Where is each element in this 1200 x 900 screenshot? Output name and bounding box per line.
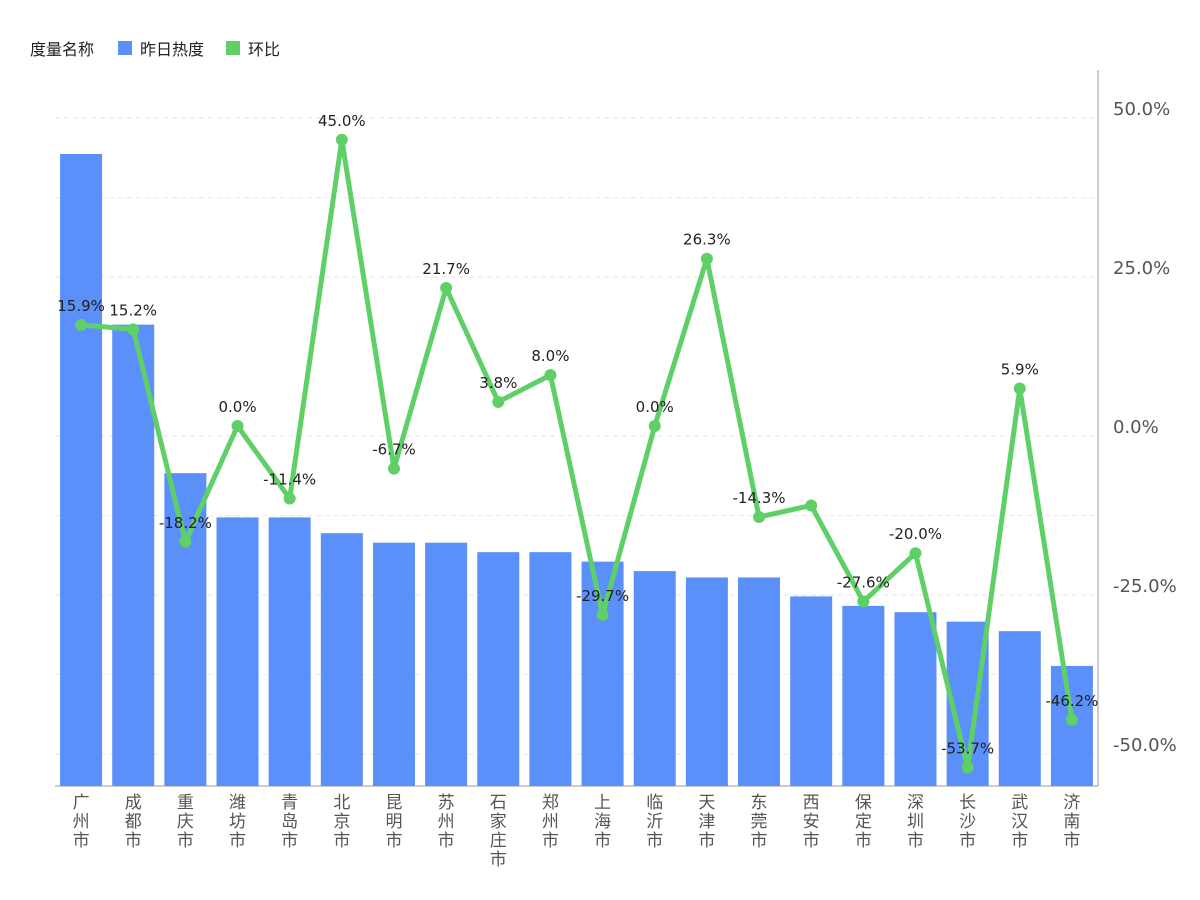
line-point (75, 318, 88, 331)
bar (998, 631, 1041, 786)
line-point (492, 395, 505, 408)
data-label: -11.4% (263, 471, 316, 489)
right-tick-label: 25.0% (1113, 258, 1170, 279)
right-tick-label: -50.0% (1113, 735, 1177, 756)
bar (112, 324, 155, 786)
legend-item-bar[interactable]: 昨日热度 (118, 36, 204, 60)
line-point (283, 492, 296, 505)
line-point (1065, 713, 1078, 726)
x-tick-label: 保定市 (855, 793, 872, 851)
line-point (127, 323, 140, 336)
bar (790, 596, 833, 786)
bar (894, 612, 937, 786)
line-point (909, 547, 922, 560)
legend-label-bar: 昨日热度 (140, 40, 205, 59)
x-tick-label: 昆明市 (385, 793, 402, 851)
bar (372, 542, 415, 786)
line-point (179, 535, 192, 548)
x-tick-label: 长沙市 (959, 793, 976, 851)
x-tick-label: 深圳市 (907, 793, 924, 851)
bar (529, 552, 572, 786)
legend: 度量名称 昨日热度 环比 (30, 36, 302, 60)
data-label: 5.9% (1001, 360, 1039, 378)
bar (738, 577, 781, 786)
line-point (596, 608, 609, 621)
data-label: 26.3% (683, 231, 731, 249)
x-tick-label: 石家庄市 (490, 793, 507, 870)
line-point (440, 281, 453, 294)
line-point (805, 499, 818, 512)
right-tick-label: -25.0% (1113, 576, 1177, 597)
x-tick-label: 济南市 (1063, 793, 1080, 851)
line-point (335, 133, 348, 146)
bar (633, 571, 676, 786)
x-tick-label: 潍坊市 (229, 793, 246, 851)
right-tick-label: 0.0% (1113, 417, 1159, 438)
bar (842, 605, 885, 786)
x-tick-label: 郑州市 (542, 793, 559, 851)
legend-title: 度量名称 (30, 40, 95, 59)
x-tick-label: 武汉市 (1011, 793, 1028, 851)
bar (216, 517, 259, 786)
x-tick-label: 苏州市 (438, 793, 455, 851)
data-label: 45.0% (318, 112, 366, 130)
line-point (961, 761, 974, 774)
line-point (1013, 382, 1026, 395)
x-tick-label: 重庆市 (177, 793, 194, 851)
bar (164, 473, 207, 786)
legend-item-line[interactable]: 环比 (226, 36, 280, 60)
line-point (387, 462, 400, 475)
data-label: -29.7% (576, 587, 629, 605)
data-label: -46.2% (1045, 692, 1098, 710)
data-label: -27.6% (837, 574, 890, 592)
x-tick-label: 上海市 (594, 793, 611, 851)
data-label: 15.2% (109, 301, 157, 319)
x-tick-label: 天津市 (698, 793, 715, 851)
x-tick-label: 东莞市 (751, 793, 768, 851)
data-label: 21.7% (422, 260, 470, 278)
line-point (231, 420, 244, 432)
bar (268, 517, 311, 786)
x-tick-label: 青岛市 (281, 793, 298, 851)
x-tick-label: 西安市 (803, 793, 820, 851)
legend-swatch-bar (118, 41, 133, 55)
legend-swatch-line (226, 41, 241, 55)
line-point (648, 420, 661, 432)
data-label: 0.0% (218, 398, 256, 416)
x-tick-label: 成都市 (125, 793, 142, 851)
bar (685, 577, 728, 786)
bar (477, 552, 520, 786)
line-point (544, 369, 557, 382)
data-label: -18.2% (159, 514, 212, 532)
data-label: -20.0% (889, 525, 942, 543)
x-tick-label: 临沂市 (646, 793, 663, 851)
data-label: 15.9% (57, 297, 105, 315)
data-label: 0.0% (636, 398, 674, 416)
legend-label-line: 环比 (248, 40, 281, 59)
line-point (700, 252, 713, 265)
bar (60, 154, 103, 786)
data-label: -14.3% (732, 489, 785, 507)
x-tick-label: 广州市 (73, 793, 90, 851)
line-point (753, 510, 766, 523)
line-point (857, 595, 870, 608)
bar (581, 561, 624, 786)
right-tick-label: 50.0% (1113, 99, 1170, 120)
data-label: -53.7% (941, 740, 994, 758)
bar (1050, 665, 1093, 786)
bars (60, 154, 1093, 786)
bar (320, 533, 363, 786)
data-label: 8.0% (531, 347, 569, 365)
x-tick-label: 北京市 (333, 793, 350, 851)
data-label: 3.8% (479, 374, 517, 392)
data-label: -6.7% (372, 441, 416, 459)
line-series (78, 137, 1075, 771)
bar (425, 542, 468, 786)
